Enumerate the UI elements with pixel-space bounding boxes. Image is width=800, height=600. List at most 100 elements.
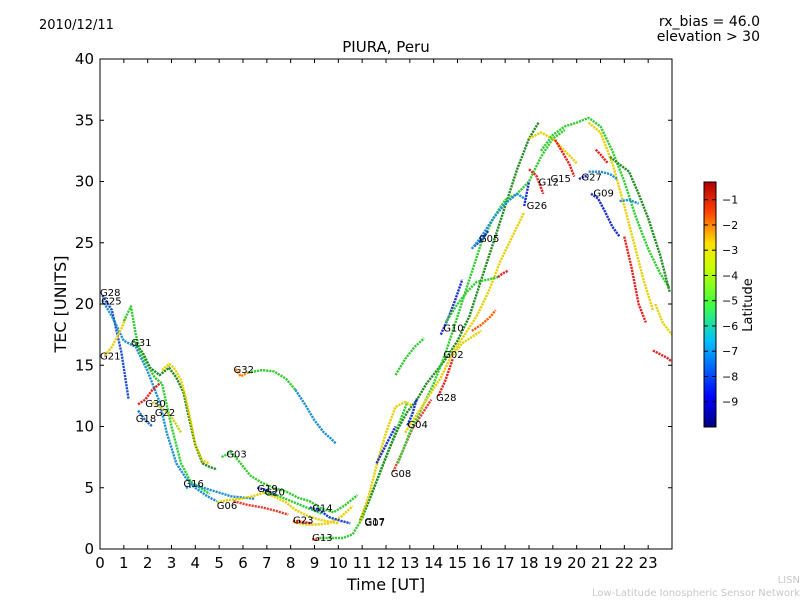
colorbar-tick-label: −8 [722, 370, 738, 383]
series-G09c [594, 148, 609, 164]
y-tick-label: 40 [75, 50, 94, 68]
y-tick-label: 5 [84, 479, 94, 497]
prn-label: G17 [365, 517, 385, 528]
series-G31 [132, 340, 218, 471]
x-tick-label: 15 [448, 554, 467, 572]
y-tick-label: 25 [75, 234, 94, 252]
x-tick-label: 16 [472, 554, 491, 572]
x-tick-label: 23 [639, 554, 658, 572]
prn-label: G28 [436, 393, 456, 404]
watermark-network: Low-Latitude Ionospheric Sensor Network [592, 588, 800, 599]
series-G25b [623, 236, 647, 323]
prn-label: G10 [443, 323, 463, 334]
colorbar-tick-label: −1 [722, 194, 738, 207]
series-G21c [652, 349, 673, 363]
series-G02 [451, 329, 482, 357]
series-G15 [554, 139, 576, 178]
colorbar-tick-label: −4 [722, 269, 738, 282]
series-G02b [471, 309, 497, 332]
prn-label: G03 [226, 449, 246, 460]
elevation-label: elevation > 30 [656, 29, 760, 45]
series-layer [101, 116, 673, 541]
series-G17 [358, 122, 540, 522]
colorbar-ticks: −1 −2 −3 −4 −5 −6 −7 −8 −9 [704, 194, 738, 409]
colorbar-tick-label: −9 [722, 396, 738, 409]
prn-label: G15 [550, 174, 570, 185]
y-tick-label: 10 [75, 418, 94, 436]
prn-label: G12 [539, 178, 559, 189]
series-G04c [394, 337, 425, 376]
x-tick-label: 18 [519, 554, 538, 572]
x-tick-label: 8 [286, 554, 296, 572]
series-G06 [216, 491, 339, 525]
colorbar-tick-label: −7 [722, 345, 738, 358]
series-G31b [161, 362, 210, 465]
series-G19 [257, 486, 277, 497]
series-G10 [439, 279, 464, 336]
y-axis-label: TEC [UNITS] [51, 256, 70, 354]
x-tick-label: 6 [238, 554, 248, 572]
colorbar-tick-label: −2 [722, 219, 738, 232]
series-G23 [292, 505, 354, 526]
series-G20 [264, 491, 323, 515]
series-G27 [578, 174, 589, 181]
x-tick-label: 19 [543, 554, 562, 572]
prn-label: G16 [183, 479, 203, 490]
prn-label: G13 [312, 533, 332, 544]
prn-label: G04 [407, 420, 427, 431]
series-G18 [137, 409, 154, 428]
series-G32b [247, 368, 297, 391]
series-G04b [406, 397, 419, 426]
series-G28b [437, 358, 454, 397]
x-tick-label: 9 [310, 554, 320, 572]
rx-bias-label: rx_bias = 46.0 [658, 14, 760, 30]
series-G06b [233, 500, 289, 516]
series-G12 [528, 168, 545, 195]
prn-label: G05 [479, 234, 499, 245]
series-G15c [587, 121, 655, 311]
x-tick-label: 21 [591, 554, 610, 572]
x-tick-label: 3 [167, 554, 177, 572]
series-G25 [101, 299, 218, 503]
series-G10b [444, 275, 499, 324]
x-tick-label: 12 [376, 554, 395, 572]
prn-label: G23 [293, 516, 313, 527]
prn-label: G26 [527, 201, 547, 212]
y-tick-label: 20 [75, 295, 94, 313]
series-G27b [588, 170, 618, 181]
y-tick-label: 30 [75, 173, 94, 191]
prn-label: G07 [365, 518, 385, 529]
series-G28 [101, 294, 130, 400]
series-G07 [358, 400, 413, 523]
prn-label: G28 [100, 288, 120, 299]
x-tick-label: 1 [119, 554, 129, 572]
x-tick-label: 2 [143, 554, 153, 572]
series-G12b [528, 131, 578, 164]
prn-label: G20 [264, 487, 284, 498]
series-G26 [470, 192, 528, 250]
series-G09 [590, 192, 621, 238]
series-G07b [375, 425, 397, 464]
prn-label: G19 [257, 484, 277, 495]
colorbar: −1 −2 −3 −4 −5 −6 −7 −8 −9 Latitude [703, 181, 756, 428]
prn-label: G21 [100, 351, 120, 362]
date-label: 2010/12/11 [39, 18, 114, 33]
chart-title: PIURA, Peru [342, 38, 429, 56]
y-tick-label: 35 [75, 111, 94, 129]
series-G30 [137, 382, 161, 406]
colorbar-tick-label: −6 [722, 320, 738, 333]
series-G24 [654, 303, 673, 336]
prn-label: G09 [593, 189, 613, 200]
x-tick-label: 10 [329, 554, 348, 572]
series-G23b [292, 519, 313, 525]
series-G21b [122, 305, 211, 495]
colorbar-tick-label: −5 [722, 295, 738, 308]
x-tick-label: 13 [400, 554, 419, 572]
x-tick-label: 4 [191, 554, 201, 572]
series-G03 [221, 451, 359, 514]
x-tick-label: 14 [424, 554, 443, 572]
prn-label: G14 [312, 503, 332, 514]
x-tick-label: 7 [262, 554, 272, 572]
y-tick-label: 15 [75, 356, 94, 374]
series-G32 [234, 368, 249, 378]
